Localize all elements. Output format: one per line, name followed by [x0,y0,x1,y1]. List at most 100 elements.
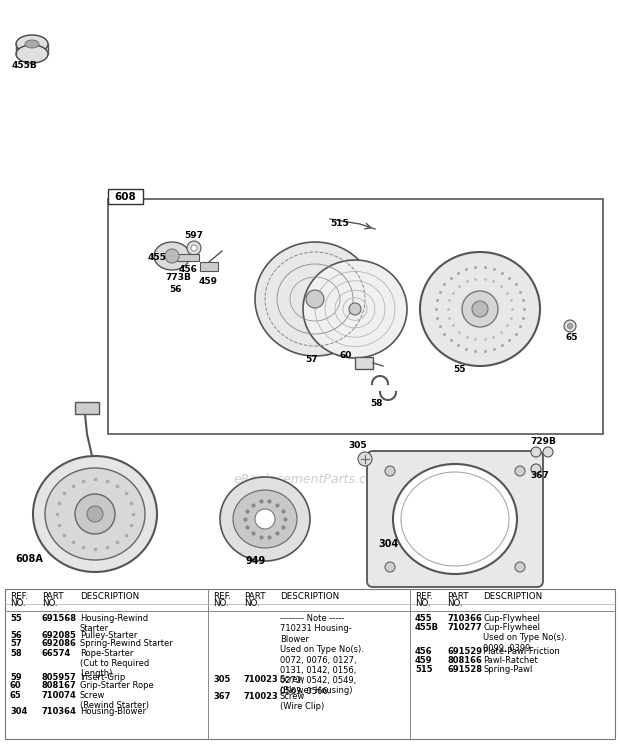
Text: Screw
(Wire Clip): Screw (Wire Clip) [280,692,324,711]
Text: 597: 597 [185,231,203,240]
Text: PART: PART [42,592,64,601]
Text: Rope-Starter
(Cut to Required
Length): Rope-Starter (Cut to Required Length) [80,649,149,679]
Text: 56: 56 [10,630,22,640]
Circle shape [515,562,525,572]
Text: 710364: 710364 [42,707,77,716]
Text: 808166: 808166 [447,656,482,665]
Text: Cup-Flywheel
Used on Type No(s).
0099, 0399.: Cup-Flywheel Used on Type No(s). 0099, 0… [483,623,567,652]
Bar [16,44,48,54]
Text: 691568: 691568 [42,614,77,623]
Text: DESCRIPTION: DESCRIPTION [80,592,139,601]
Text: 55: 55 [453,365,466,373]
Text: Pulley-Starter: Pulley-Starter [80,630,138,640]
Circle shape [385,466,395,476]
Ellipse shape [220,477,310,561]
Text: 710277: 710277 [447,623,482,632]
Text: NO.: NO. [244,599,260,608]
Bar [200,262,218,271]
Text: Insert-Grip: Insert-Grip [80,673,125,682]
Text: REF.: REF. [415,592,433,601]
Text: Pawl-Ratchet: Pawl-Ratchet [483,656,538,665]
Text: 608A: 608A [15,554,43,564]
Bar [108,189,143,204]
Text: 459: 459 [415,656,433,665]
Text: 58: 58 [370,400,383,408]
Text: DESCRIPTION: DESCRIPTION [483,592,542,601]
Text: 456: 456 [179,265,197,274]
Text: Screw
(Rewind Starter): Screw (Rewind Starter) [80,690,149,710]
Ellipse shape [255,242,375,356]
Ellipse shape [420,252,540,366]
Text: 56: 56 [169,284,181,293]
Text: 691528: 691528 [447,665,482,674]
Circle shape [358,452,372,466]
Text: 305: 305 [213,676,231,684]
Ellipse shape [303,260,407,358]
Text: eReplacementParts.com: eReplacementParts.com [234,472,386,486]
Text: NO.: NO. [42,599,58,608]
Text: DESCRIPTION: DESCRIPTION [280,592,339,601]
Circle shape [349,303,361,315]
Text: PART: PART [244,592,265,601]
Circle shape [165,249,179,263]
Text: 710023: 710023 [244,676,279,684]
Circle shape [567,324,572,329]
Text: REF.: REF. [10,592,28,601]
Text: 65: 65 [565,333,577,342]
Text: NO.: NO. [415,599,431,608]
Text: 515: 515 [415,665,433,674]
Ellipse shape [393,464,517,574]
Text: -------- Note -----
710231 Housing-
Blower
Used on Type No(s).
0072, 0076, 0127,: -------- Note ----- 710231 Housing- Blow… [280,614,364,696]
Text: 608: 608 [115,191,136,202]
Text: Spring-Rewind Starter: Spring-Rewind Starter [80,640,173,649]
Text: 55: 55 [10,614,22,623]
Circle shape [531,447,541,457]
Text: 305: 305 [348,441,366,451]
Ellipse shape [233,490,297,548]
Text: Screw
(Blower Housing): Screw (Blower Housing) [280,676,353,695]
Text: 455B: 455B [415,623,439,632]
Text: 367: 367 [530,472,549,481]
Circle shape [255,509,275,529]
Circle shape [191,245,197,251]
Text: 808167: 808167 [42,682,77,690]
Circle shape [306,290,324,308]
Bar [5,589,615,739]
Circle shape [462,291,498,327]
Text: NO.: NO. [447,599,463,608]
Text: 805957: 805957 [42,673,77,682]
Text: 459: 459 [198,278,218,286]
Text: REF.: REF. [213,592,231,601]
Ellipse shape [33,456,157,572]
FancyBboxPatch shape [367,451,543,587]
Text: 692086: 692086 [42,640,77,649]
Text: 773B: 773B [165,274,191,283]
Circle shape [531,464,541,474]
Text: 710023: 710023 [244,692,279,701]
Text: NO.: NO. [213,599,229,608]
Text: 710366: 710366 [447,614,482,623]
Text: 57: 57 [305,354,317,364]
Circle shape [87,506,103,522]
Ellipse shape [45,468,145,560]
Text: 949: 949 [245,556,265,566]
Text: Housing-Rewind
Starter: Housing-Rewind Starter [80,614,148,633]
Text: Grip-Starter Rope: Grip-Starter Rope [80,682,154,690]
Text: 60: 60 [10,682,22,690]
Circle shape [564,320,576,332]
Text: NO.: NO. [10,599,25,608]
Circle shape [472,301,488,317]
Circle shape [75,494,115,534]
Text: 515: 515 [330,219,348,228]
Text: 65: 65 [10,690,22,699]
Bar [108,199,603,434]
Text: 66574: 66574 [42,649,71,658]
Text: Plate-Pawl Friction: Plate-Pawl Friction [483,647,560,656]
Text: Spring-Pawl: Spring-Pawl [483,665,533,674]
Text: 304: 304 [378,539,398,549]
Text: 455: 455 [415,614,433,623]
Ellipse shape [16,35,48,53]
Circle shape [385,562,395,572]
Text: 729B: 729B [530,437,556,446]
Ellipse shape [25,40,39,48]
